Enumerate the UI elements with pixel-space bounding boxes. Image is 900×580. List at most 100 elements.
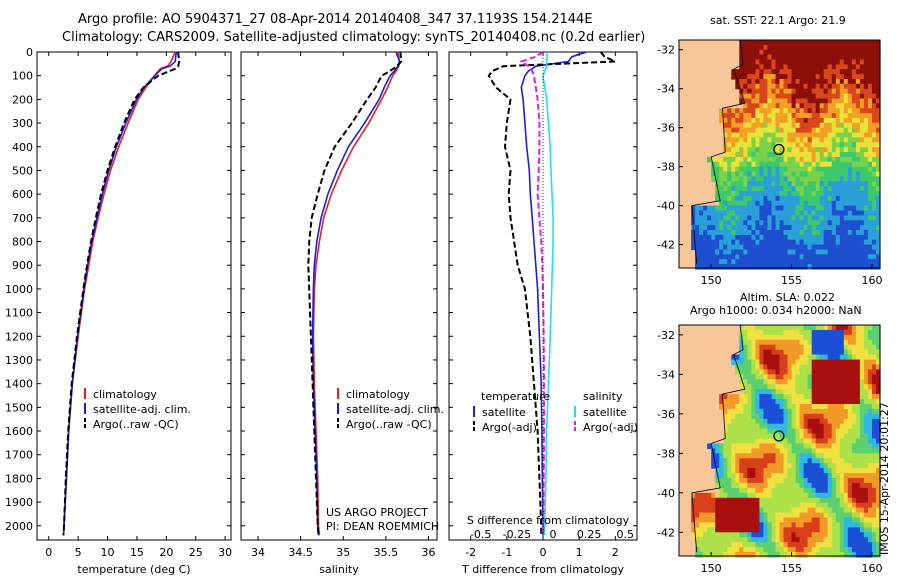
map-cell (783, 458, 789, 464)
map-cell (827, 522, 833, 528)
map-cell (783, 443, 789, 449)
map-cell (703, 532, 708, 538)
map-cell (739, 59, 744, 65)
map-cell (723, 478, 728, 484)
map-cell (727, 220, 732, 226)
map-cell (747, 122, 752, 129)
map-cell (823, 181, 829, 187)
map-cell (863, 132, 869, 139)
map-cell (831, 374, 837, 380)
map-cell (831, 186, 837, 192)
map-cell (795, 552, 801, 558)
map-cell (715, 527, 720, 533)
map-cell (827, 364, 833, 370)
map-cell (691, 492, 696, 499)
map-cell (835, 453, 841, 459)
map-cell (863, 487, 869, 494)
map-cell (743, 522, 748, 528)
map-cell (819, 225, 825, 231)
map-cell (843, 181, 849, 187)
map-cell (751, 64, 756, 70)
map-cell (823, 195, 829, 202)
map-cell (723, 200, 728, 207)
map-cell (819, 254, 825, 260)
map-cell (811, 234, 817, 241)
map-cell (787, 408, 793, 415)
map-cell (839, 542, 845, 548)
map-cell (839, 195, 845, 202)
map-cell (767, 191, 772, 197)
map-cell (803, 453, 809, 459)
map-cell (839, 200, 845, 207)
map-cell (735, 502, 740, 509)
map-cell (855, 200, 861, 207)
map-frame (678, 324, 881, 557)
map-cell (787, 44, 793, 51)
map-cell (859, 374, 865, 380)
map-cell (803, 364, 809, 370)
map-cell (755, 215, 760, 221)
map-cell (743, 448, 748, 454)
map-cell (767, 522, 772, 528)
map-cell (755, 389, 760, 395)
map-cell (763, 517, 768, 523)
map-cell (839, 492, 845, 499)
map-cell (851, 215, 857, 221)
x-tick-label: 15 (130, 546, 144, 559)
map-cell (863, 458, 869, 464)
map-cell (867, 349, 873, 356)
map-cell (747, 532, 752, 538)
map-cell (823, 374, 829, 380)
map-cell (735, 478, 740, 484)
map-cell (799, 113, 805, 119)
map-cell (867, 517, 873, 523)
map-cell (851, 532, 857, 538)
map-cell (759, 423, 764, 430)
map-cell (751, 49, 756, 56)
map-cell (743, 142, 748, 148)
map-cell (719, 254, 724, 260)
map-cell (835, 413, 841, 420)
map-cell (872, 379, 877, 385)
map-cell (787, 399, 793, 405)
map-cell (831, 404, 837, 410)
map-cell (863, 249, 869, 255)
map-cell (827, 438, 833, 444)
map-cell (876, 195, 881, 202)
map-cell (755, 181, 760, 187)
map-cell (715, 502, 720, 509)
map-cell (807, 88, 813, 95)
map-cell (839, 418, 845, 425)
map-cell (847, 200, 853, 207)
map-cell (807, 181, 813, 187)
map-cell (876, 108, 881, 114)
map-cell (847, 404, 853, 410)
map-cell (872, 74, 877, 80)
map-cell (839, 389, 845, 395)
map-cell (799, 329, 805, 336)
map-cell (779, 93, 785, 100)
map-cell (819, 423, 825, 430)
map-cell (735, 473, 740, 479)
map-cell (835, 225, 841, 231)
map-cell (811, 512, 817, 519)
map-cell (771, 473, 777, 479)
map-cell (751, 537, 756, 543)
map-cell (763, 532, 768, 538)
map-cell (743, 161, 748, 168)
map-cell (775, 234, 781, 241)
map-cell (843, 156, 849, 163)
map-cell (863, 463, 869, 469)
map-cell (767, 156, 772, 163)
map-cell (823, 329, 829, 336)
map-cell (811, 542, 817, 548)
map-cell (811, 507, 817, 514)
map-cell (823, 49, 829, 56)
map-cell (723, 507, 728, 514)
map-cell (799, 49, 805, 56)
map-cell (867, 54, 873, 61)
map-cell (791, 522, 797, 528)
map-cell (876, 334, 881, 341)
y-tick-label: 700 (12, 212, 33, 225)
map-cell (775, 463, 781, 469)
